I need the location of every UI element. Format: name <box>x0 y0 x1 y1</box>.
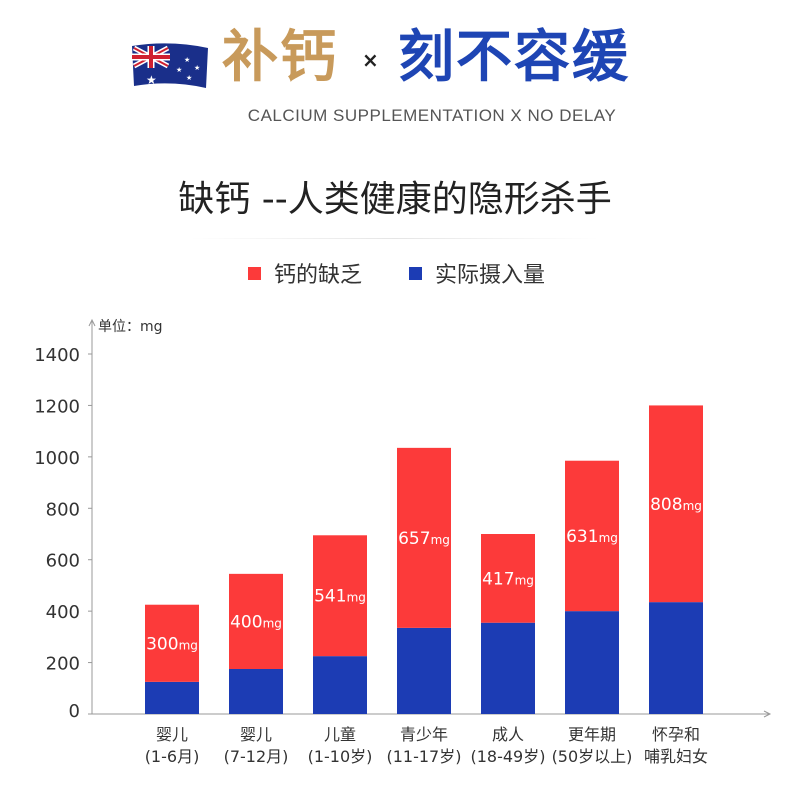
y-tick-label: 1400 <box>34 345 80 366</box>
x-tick-label: 哺乳妇女 <box>644 747 708 766</box>
svg-text:★: ★ <box>184 56 190 64</box>
legend-item-deficiency: 钙的缺乏 <box>248 258 362 288</box>
stacked-bar-chart: 单位：mg 0 200 400 600 800 1000 1200 1400 300mg 婴儿 (1-… <box>34 318 772 766</box>
x-tick-label: (1-6月) <box>145 747 200 766</box>
bar-intake <box>565 611 619 714</box>
legend-swatch-intake <box>409 266 422 280</box>
x-tick-label: 婴儿 <box>156 725 188 744</box>
bar-deficiency-label: 541mg <box>314 587 366 607</box>
svg-text:★: ★ <box>186 74 192 82</box>
header-subtitle: CALCIUM SUPPLEMENTATION X NO DELAY <box>247 106 617 125</box>
legend-label-intake: 实际摄入量 <box>435 263 546 288</box>
x-tick-label: 成人 <box>492 725 524 744</box>
x-tick-label: (18-49岁) <box>471 747 546 766</box>
bar-deficiency-label: 808mg <box>650 495 702 515</box>
x-tick-label: (11-17岁) <box>387 747 462 766</box>
title-divider <box>190 238 600 239</box>
bar-deficiency <box>565 460 619 612</box>
y-axis-unit-label: 单位：mg <box>98 319 163 335</box>
bar-intake <box>481 622 535 714</box>
bar-deficiency <box>481 534 535 623</box>
header-title-right: 刻不容缓 <box>398 25 630 90</box>
bar-deficiency-label: 417mg <box>482 569 534 589</box>
bar-deficiency-label: 400mg <box>230 612 282 632</box>
legend-swatch-deficiency <box>248 266 261 280</box>
australia-flag-icon: ★ ★ ★ ★ ★ <box>132 43 208 88</box>
bar-intake <box>649 602 703 714</box>
header: ★ ★ ★ ★ ★ 补钙 × 刻不容缓 CALCIUM SUPPLEMENTAT… <box>0 0 790 140</box>
bar-deficiency <box>649 405 703 603</box>
bar-intake <box>313 656 367 714</box>
svg-text:★: ★ <box>194 64 200 72</box>
chart-title: 缺钙 --人类健康的隐形杀手 <box>178 179 612 220</box>
y-tick-label: 1000 <box>34 448 80 469</box>
y-tick-label: 1200 <box>34 396 80 417</box>
bar-intake <box>229 669 283 714</box>
y-tick-label: 800 <box>46 499 80 520</box>
bar-deficiency <box>145 604 199 682</box>
x-tick-label: 怀孕和 <box>652 725 700 744</box>
legend-label-deficiency: 钙的缺乏 <box>274 263 363 288</box>
y-axis-arrow-icon <box>88 318 96 327</box>
x-tick-label: 青少年 <box>400 725 448 744</box>
x-tick-label: (1-10岁) <box>308 747 373 766</box>
bar-deficiency-label: 631mg <box>566 527 618 547</box>
bar-intake <box>397 627 451 714</box>
x-tick-label: (7-12月) <box>224 747 289 766</box>
chart-legend: 钙的缺乏 实际摄入量 <box>0 258 790 288</box>
x-axis-arrow-icon <box>763 710 772 718</box>
x-tick-label: (50岁以上) <box>552 747 633 766</box>
svg-text:★: ★ <box>146 73 157 87</box>
x-tick-label: 儿童 <box>324 725 356 744</box>
header-times-sign: × <box>362 48 379 72</box>
x-tick-label: 更年期 <box>568 725 616 744</box>
y-tick-label: 200 <box>46 654 80 675</box>
x-tick-label: 婴儿 <box>240 725 272 744</box>
y-tick-label: 400 <box>46 602 80 623</box>
legend-item-intake: 实际摄入量 <box>409 258 545 288</box>
svg-text:★: ★ <box>176 66 182 74</box>
bar-deficiency <box>313 535 367 657</box>
bar-deficiency-label: 657mg <box>398 529 450 549</box>
header-title-left: 补钙 <box>222 25 338 90</box>
bar-deficiency <box>229 573 283 669</box>
bar-intake <box>145 681 199 714</box>
bar-deficiency-label: 300mg <box>146 634 198 654</box>
bar-deficiency <box>397 447 451 628</box>
y-tick-label: 600 <box>46 551 80 572</box>
y-tick-label: 0 <box>69 701 80 722</box>
